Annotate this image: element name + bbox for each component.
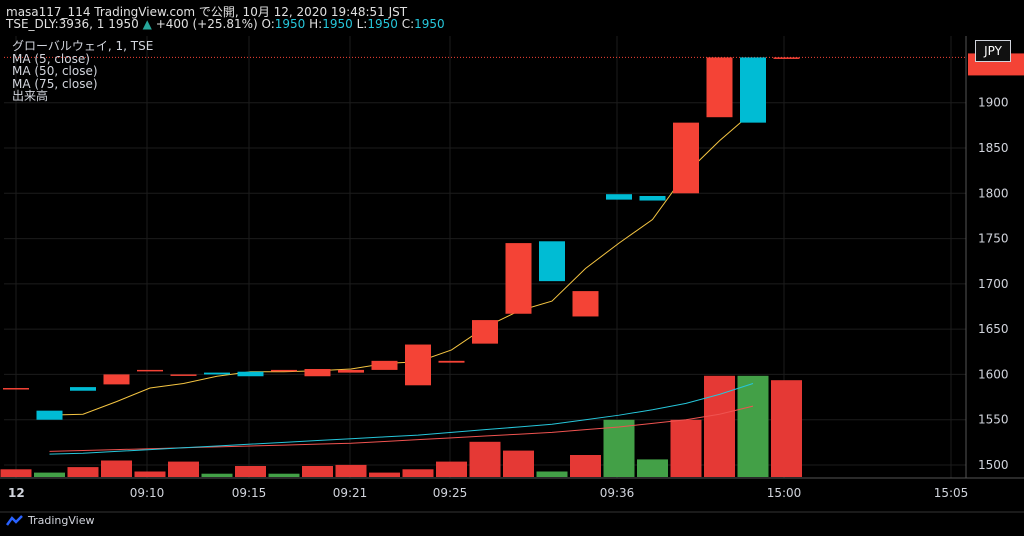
y-tick-label: 1900 (978, 96, 1009, 110)
high-value: 1950 (322, 17, 353, 31)
x-tick-label: 09:10 (130, 486, 165, 500)
candle (103, 374, 130, 385)
volume-bar (637, 459, 668, 477)
volume-bar (704, 375, 735, 477)
candle (673, 122, 699, 194)
volume-bar (603, 419, 635, 477)
x-tick-label: 15:05 (934, 486, 969, 500)
volume-bar (670, 419, 702, 477)
x-tick-label: 15:00 (767, 486, 802, 500)
candle (137, 369, 163, 372)
volume-bar (0, 469, 32, 477)
candle (36, 410, 63, 420)
volume-bar (503, 450, 534, 477)
volume-bar (436, 461, 467, 477)
x-tick-label: 09:25 (433, 486, 468, 500)
volume-bar (369, 472, 400, 477)
y-tick-label: 1700 (978, 277, 1009, 291)
price-axis-area (968, 36, 1024, 478)
x-tick-label: 09:36 (600, 486, 635, 500)
volume-bar (737, 375, 769, 477)
volume-bar (302, 466, 333, 477)
volume-bar (67, 467, 99, 477)
low-label: L: (356, 17, 368, 31)
symbol-label: TSE_DLY:3936, 1 (6, 17, 105, 31)
tradingview-logo-icon (6, 514, 23, 526)
x-tick-label: 12 (8, 486, 25, 500)
close-label: C: (401, 17, 415, 31)
publish-info: masa117_114 TradingView.com で公開, 10月 12,… (6, 5, 408, 19)
volume-bar (168, 461, 199, 477)
candle (371, 360, 398, 370)
candle (505, 243, 532, 314)
candle (773, 57, 800, 59)
candle (706, 57, 733, 118)
high-label: H: (309, 17, 323, 31)
candle (405, 344, 431, 386)
candle (539, 241, 565, 282)
legend-ma5[interactable]: MA (5, close) (12, 51, 90, 66)
candle (740, 57, 766, 123)
legend-ma50[interactable]: MA (50, close) (12, 64, 98, 78)
y-tick-label: 1800 (978, 186, 1009, 200)
volume-bar (134, 471, 166, 477)
candle (3, 388, 29, 390)
x-tick-label: 09:21 (333, 486, 368, 500)
y-tick-label: 1750 (978, 232, 1009, 246)
candle (304, 368, 331, 377)
candle (70, 387, 96, 391)
legend-ma75[interactable]: MA (75, close) (12, 76, 98, 91)
ohlc-line: TSE_DLY:3936, 1 1950 ▲ +400 (+25.81%) O:… (6, 17, 445, 31)
volume-bar (268, 473, 300, 477)
candle (204, 372, 230, 375)
candle (639, 196, 666, 201)
legend-volume[interactable]: 出来高 (12, 89, 49, 103)
candle (338, 369, 364, 373)
candle (572, 291, 599, 317)
candle (438, 360, 465, 363)
chart-header: masa117_114 TradingView.com で公開, 10月 12,… (0, 0, 1024, 34)
volume-bar (570, 455, 601, 477)
y-tick-label: 1600 (978, 367, 1009, 381)
volume-bar (335, 464, 367, 477)
indicator-legend: グローバルウェイ, 1, TSE MA (5, close) MA (50, c… (12, 40, 153, 103)
y-tick-label: 1550 (978, 413, 1009, 427)
open-label: O: (261, 17, 275, 31)
volume-bar (235, 466, 266, 477)
candle (472, 320, 498, 344)
volume-bar (402, 469, 434, 477)
candle (237, 371, 264, 377)
y-tick-label: 1650 (978, 322, 1009, 336)
low-value: 1950 (367, 17, 398, 31)
close-value: 1950 (414, 17, 445, 31)
volume-bar (469, 441, 501, 477)
volume-bar (101, 460, 132, 477)
change-arrow-icon: ▲ (142, 17, 152, 31)
candle (271, 369, 297, 372)
x-tick-label: 09:15 (232, 486, 267, 500)
ma50-line (49, 383, 754, 455)
y-tick-label: 1850 (978, 141, 1009, 155)
volume-bar (771, 380, 802, 477)
currency-badge[interactable]: JPY (975, 40, 1011, 62)
candle (606, 194, 632, 200)
volume-bar (536, 471, 568, 477)
volume-bar (34, 472, 65, 477)
tradingview-logo: TradingView (6, 514, 94, 527)
volume-bar (201, 473, 233, 477)
brand-label: TradingView (28, 514, 95, 527)
legend-title[interactable]: グローバルウェイ, 1, TSE (12, 39, 154, 53)
change-value: +400 (+25.81%) (155, 17, 258, 31)
last-price: 1950 (108, 17, 139, 31)
ma5-line (49, 111, 754, 416)
y-tick-label: 1500 (978, 458, 1009, 472)
candle (170, 374, 197, 376)
open-value: 1950 (274, 17, 306, 31)
